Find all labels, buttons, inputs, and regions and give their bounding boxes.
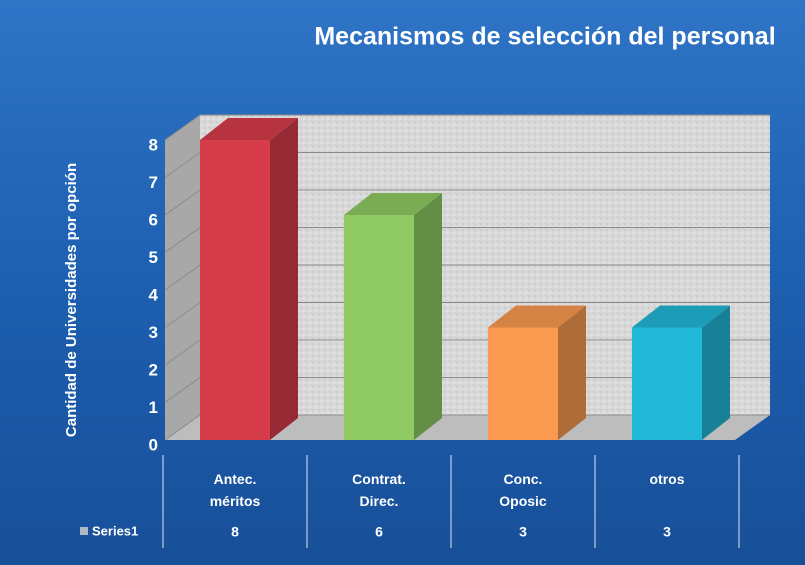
bar-top (344, 193, 442, 215)
bar-side (414, 193, 442, 440)
data-table-value: 3 (519, 524, 527, 540)
grid-line-side (164, 264, 201, 291)
category-label: Conc. Oposic (499, 471, 547, 509)
y-axis-label: Cantidad de Universidades por opción (63, 163, 80, 437)
y-tick-label: 4 (149, 285, 159, 304)
bar-top (200, 118, 298, 140)
data-table-value: 8 (231, 524, 239, 540)
y-tick-label: 7 (149, 173, 158, 192)
chart-title: Mecanismos de selección del personal (314, 23, 775, 51)
grid-line-side (164, 377, 201, 403)
grid-line-side (164, 189, 201, 216)
bar (632, 327, 702, 440)
category-label: Contrat. Direc. (352, 471, 406, 509)
y-tick-label: 8 (149, 135, 158, 154)
bar (200, 140, 270, 440)
y-tick-label: 3 (149, 323, 158, 342)
data-table-value: 6 (375, 524, 383, 540)
y-tick-label: 1 (149, 398, 158, 417)
grid-line-side (164, 339, 201, 366)
legend-label: Series1 (92, 523, 138, 538)
y-tick-label: 6 (149, 210, 158, 229)
bar-side (702, 305, 730, 440)
grid-line-side (164, 152, 201, 178)
grid-line-side (164, 302, 201, 328)
bar-side (270, 118, 298, 440)
grid-line-side (164, 227, 201, 253)
category-label: Antec. méritos (209, 471, 261, 509)
y-tick-label: 2 (149, 360, 158, 379)
bar-top (488, 305, 586, 328)
category-label: otros (649, 471, 685, 487)
bar (344, 215, 414, 440)
data-table-value: 3 (663, 524, 671, 540)
legend-key (80, 527, 88, 535)
bar-top (632, 305, 730, 328)
bar-side (558, 305, 586, 440)
y-tick-label: 5 (149, 248, 158, 267)
bar (488, 327, 558, 440)
floor (165, 415, 770, 440)
grid-line-side (164, 114, 201, 141)
y-tick-label: 0 (149, 435, 158, 454)
grid-line-side (164, 414, 201, 441)
